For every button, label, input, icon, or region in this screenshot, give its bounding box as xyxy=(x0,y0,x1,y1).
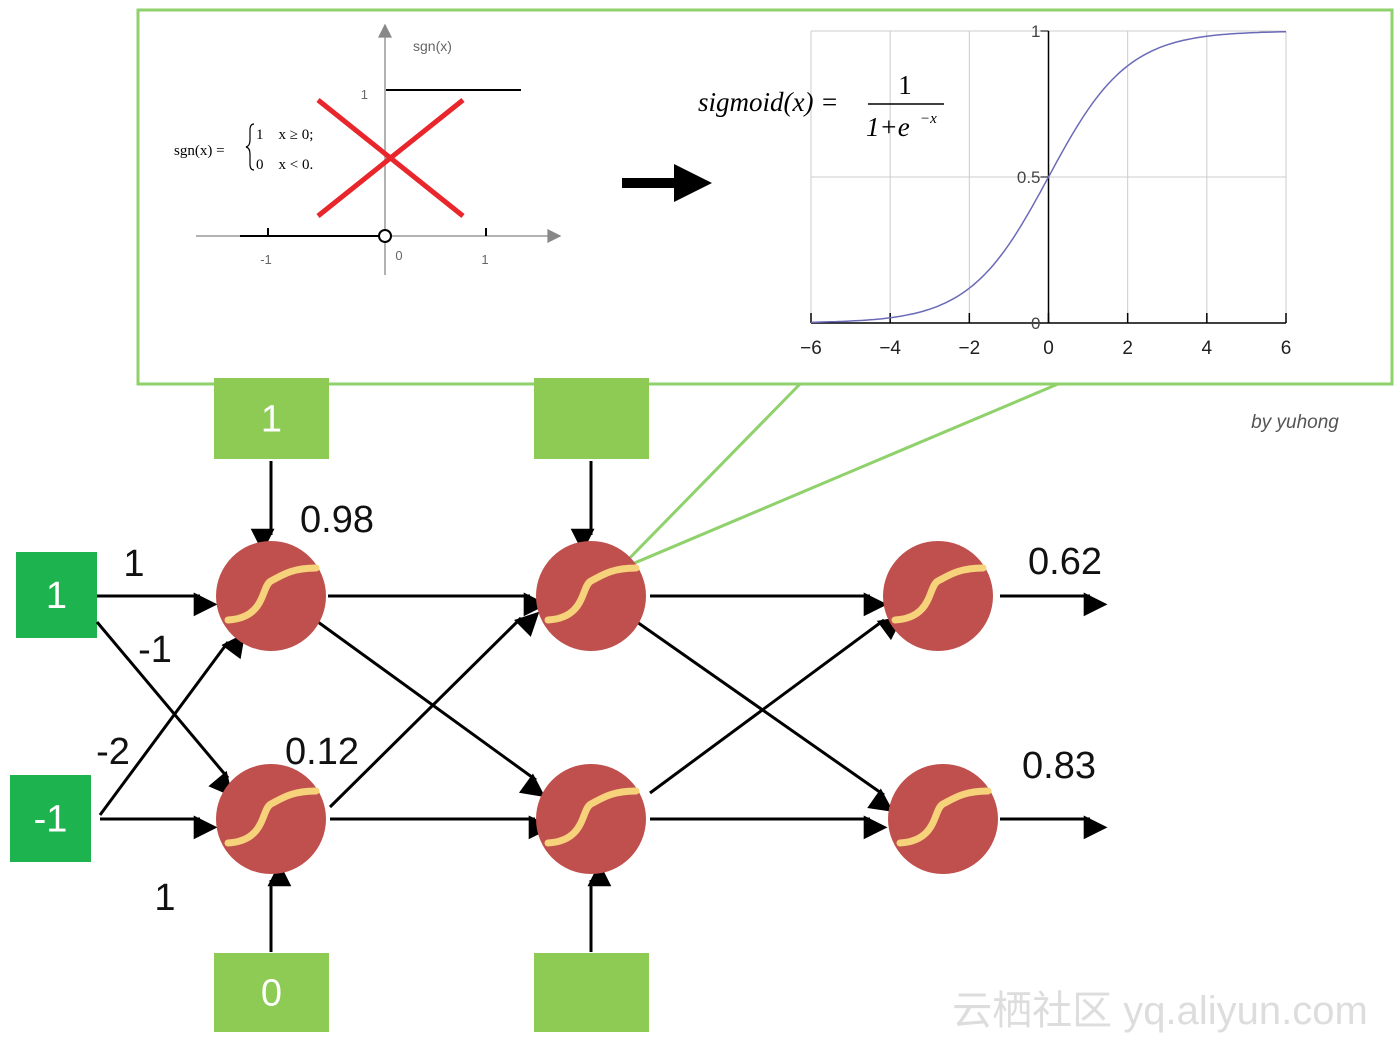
sigmoid-curve-icon xyxy=(891,564,987,624)
x-tick: 0 xyxy=(395,248,402,263)
value-label: 0.83 xyxy=(1022,745,1096,787)
sgn-panel: sgn(x) 1 -1 0 1 sgn(x) = 1 x ≥ 0; 0 x < … xyxy=(174,23,562,275)
x-tick: -1 xyxy=(260,252,272,267)
formula-lhs: sigmoid(x) = xyxy=(698,87,838,117)
formula-exponent: −x xyxy=(920,111,937,127)
network: 1 -1 1 0 1 -1 -2 1 0.98 0.12 0.62 0.83 xyxy=(10,378,1108,1032)
watermark: 云栖社区 yq.aliyun.com xyxy=(952,989,1368,1033)
bias-node xyxy=(214,953,329,1032)
sigmoid-curve-icon xyxy=(544,787,640,847)
x-tick: 1 xyxy=(481,252,488,267)
sigmoid-formula: sigmoid(x) = 1 1+e −x xyxy=(698,70,944,142)
y-tick-label: 0.5 xyxy=(1017,168,1041,187)
sgn-case: 1 x ≥ 0; xyxy=(256,127,313,143)
connection-arrow xyxy=(328,611,540,809)
callout-box xyxy=(136,8,1394,386)
y-tick-label: 1 xyxy=(1031,22,1040,41)
y-tick-label: 0 xyxy=(1031,314,1040,333)
y-tick: 1 xyxy=(361,87,368,102)
x-tick-label: 6 xyxy=(1281,338,1292,359)
value-label: -1 xyxy=(138,629,172,671)
neuron xyxy=(888,764,998,874)
neuron xyxy=(536,764,646,874)
connection-arrow xyxy=(95,621,233,797)
arrow-icon xyxy=(622,164,712,202)
callout-pointer xyxy=(616,382,802,572)
value-label: 1 xyxy=(154,877,175,919)
credit: by yuhong xyxy=(1251,412,1339,433)
formula-denominator: 1+e xyxy=(866,112,910,142)
value-label: 1 xyxy=(123,543,144,585)
sigmoid-curve-icon xyxy=(224,787,320,847)
value-label: -2 xyxy=(96,731,130,773)
value-label: 0.98 xyxy=(300,499,374,541)
sgn-formula: sgn(x) = xyxy=(174,143,225,159)
neuron xyxy=(216,764,326,874)
sigmoid-curve-icon xyxy=(224,564,320,624)
formula-numerator: 1 xyxy=(898,70,912,100)
sgn-case: 0 x < 0. xyxy=(256,157,313,173)
connection-arrow xyxy=(98,632,246,816)
x-tick-label: 4 xyxy=(1202,338,1213,359)
connection-arrow xyxy=(317,620,546,798)
sigmoid-curve-icon xyxy=(896,787,992,847)
x-tick-label: 2 xyxy=(1122,338,1133,359)
connection-arrow xyxy=(636,620,894,812)
sigmoid-curve xyxy=(810,30,1287,324)
connection-arrow xyxy=(649,616,904,795)
neuron xyxy=(536,541,646,651)
value-label: 0.62 xyxy=(1028,541,1102,583)
sgn-axis-label: sgn(x) xyxy=(413,38,452,54)
neuron xyxy=(216,541,326,651)
bias-node-label: 0 xyxy=(261,973,282,1015)
value-label: 0.12 xyxy=(285,731,359,773)
sigmoid-curve-icon xyxy=(544,564,640,624)
x-tick-label: −4 xyxy=(879,338,901,359)
input-node-label: -1 xyxy=(34,799,68,841)
callout-pointer xyxy=(617,382,1059,572)
input-node xyxy=(10,775,91,862)
callout xyxy=(136,8,1394,572)
bias-node xyxy=(534,953,649,1032)
sigmoid-chart: −6 −4 −2 0 2 4 6 0 0.5 1 xyxy=(800,22,1291,359)
x-tick-label: 0 xyxy=(1043,338,1054,359)
input-node xyxy=(16,552,97,638)
neuron xyxy=(883,541,993,651)
bias-node xyxy=(214,378,329,459)
open-circle xyxy=(378,229,392,243)
x-tick-label: −2 xyxy=(958,338,980,359)
cross-icon xyxy=(316,98,465,218)
input-node-label: 1 xyxy=(46,575,67,617)
bias-node-label: 1 xyxy=(261,399,282,441)
x-tick-label: −6 xyxy=(800,338,822,359)
bias-node xyxy=(534,378,649,459)
